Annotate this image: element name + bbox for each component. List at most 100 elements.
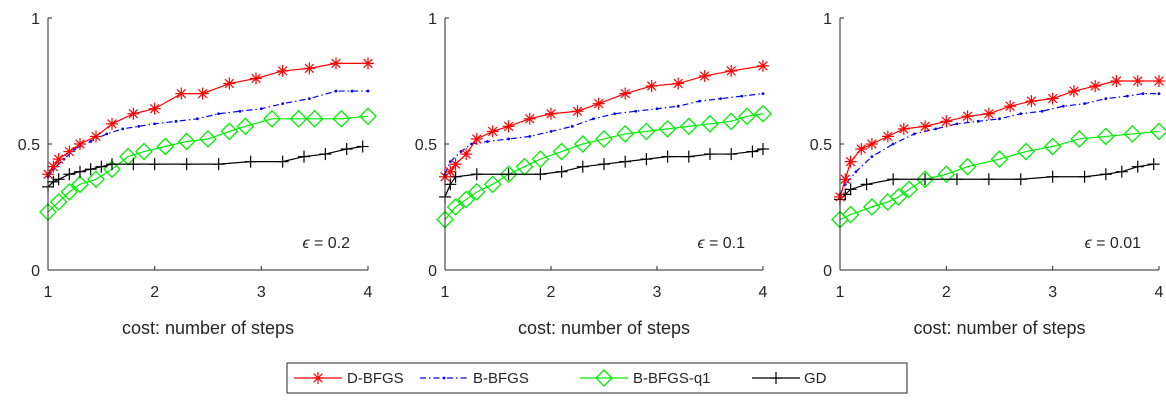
series-b-bfgs-q1-line xyxy=(47,115,369,213)
series-gd-point xyxy=(725,148,738,161)
x-tick-label: 4 xyxy=(364,284,373,301)
x-tick-label: 3 xyxy=(653,284,662,301)
series-gd-point xyxy=(276,155,289,168)
series-d-bfgs-point-stroke xyxy=(445,166,456,177)
x-tick-label: 3 xyxy=(257,284,266,301)
series-b-bfgs-point xyxy=(955,122,959,126)
series-d-bfgs-point-stroke xyxy=(363,58,373,69)
legend-entry-d-bfgs: D-BFGS xyxy=(294,370,404,387)
series-b-bfgs-q1-point xyxy=(305,109,324,128)
series-gd-point xyxy=(844,183,857,196)
series-d-bfgs xyxy=(42,57,374,181)
series-b-bfgs-q1 xyxy=(39,107,377,221)
series-gd-point xyxy=(84,163,97,176)
series-d-bfgs-point-stroke xyxy=(197,88,208,99)
series-gd-point xyxy=(1046,170,1059,183)
series-d-bfgs-point xyxy=(698,69,711,82)
series-gd-point xyxy=(746,145,759,158)
series-gd-point xyxy=(860,178,873,191)
series-b-bfgs-point xyxy=(1083,102,1086,106)
legend: D-BFGS B-BFGS B-BFGS-q1 GD xyxy=(286,362,908,394)
legend-entry-b-bfgs-marker xyxy=(442,376,446,380)
series-d-bfgs-point xyxy=(592,97,605,110)
series-b-bfgs-q1-point xyxy=(916,170,934,189)
series-b-bfgs-point xyxy=(137,124,141,128)
series-d-bfgs-point xyxy=(223,77,236,90)
series-b-bfgs-q1-point xyxy=(1070,130,1089,148)
series-d-bfgs-point-stroke xyxy=(487,126,498,137)
series-b-bfgs-q1-point xyxy=(900,180,919,199)
x-tick-label: 3 xyxy=(1048,284,1057,301)
series-d-bfgs-point-stroke xyxy=(91,131,101,142)
series-d-bfgs-point xyxy=(90,130,102,143)
series-b-bfgs-q1-point xyxy=(889,188,908,206)
legend-entry-b-bfgs-q1-label: B-BFGS-q1 xyxy=(633,370,711,387)
series-d-bfgs-point xyxy=(839,173,852,186)
series-b-bfgs-point xyxy=(998,117,1001,121)
series-b-bfgs-q1-point xyxy=(483,175,502,194)
series-gd-point xyxy=(319,148,332,161)
series-d-bfgs-point xyxy=(725,64,738,77)
series-gd-point xyxy=(63,168,76,181)
series-b-bfgs-point xyxy=(1104,97,1108,101)
series-b-bfgs-q1-point xyxy=(841,205,860,224)
series-b-bfgs-point xyxy=(528,135,532,138)
series-d-bfgs-point xyxy=(1025,95,1038,108)
series-gd-point xyxy=(534,168,547,181)
series-b-bfgs-q1-point xyxy=(499,165,518,184)
series-b-bfgs-point xyxy=(366,89,370,93)
series-b-bfgs-q1-point xyxy=(1123,125,1142,143)
series-d-bfgs-point-stroke xyxy=(646,81,657,91)
series-d-bfgs-point-stroke xyxy=(149,103,160,114)
series-b-bfgs xyxy=(443,92,765,176)
y-tick-label: 0 xyxy=(428,263,437,280)
series-b-bfgs-point xyxy=(1040,109,1044,113)
series-gd-point xyxy=(887,173,900,186)
series-d-bfgs-point-stroke xyxy=(64,146,75,157)
series-d-bfgs-point-stroke xyxy=(304,63,315,74)
series-b-bfgs-point xyxy=(976,119,980,123)
legend-entry-d-bfgs-marker-stroke xyxy=(313,373,323,383)
series-b-bfgs-q1-point xyxy=(722,112,741,131)
series-gd-point xyxy=(1131,160,1144,173)
series-b-bfgs-point xyxy=(1125,94,1129,98)
legend-entry-b-bfgs-q1: B-BFGS-q1 xyxy=(580,369,711,387)
series-d-bfgs-point xyxy=(865,138,878,150)
series-d-bfgs-point xyxy=(523,112,536,125)
series-d-bfgs-point-stroke xyxy=(224,78,235,89)
series-d-bfgs-point xyxy=(855,143,868,156)
x-tick-label: 2 xyxy=(942,284,951,301)
series-gd xyxy=(42,140,369,193)
series-d-bfgs-point xyxy=(362,57,374,70)
series-b-bfgs-q1-point xyxy=(457,190,476,209)
series-b-bfgs-point xyxy=(1019,112,1023,116)
y-tick-label: 0.5 xyxy=(810,137,832,154)
series-gd-point xyxy=(640,153,653,166)
series-d-bfgs-point xyxy=(619,87,632,100)
series-b-bfgs-q1-point xyxy=(552,142,571,161)
series-gd-point xyxy=(757,143,769,156)
legend-entry-b-bfgs-q1-marker xyxy=(595,369,613,387)
series-d-bfgs-point xyxy=(645,80,658,93)
series-d-bfgs-point-stroke xyxy=(867,139,877,149)
series-gd-line xyxy=(47,145,363,188)
series-d-bfgs-point xyxy=(1046,92,1059,105)
y-tick-label: 0.5 xyxy=(18,137,40,154)
y-tick-label: 0 xyxy=(31,263,40,280)
series-b-bfgs-q1-point xyxy=(1096,127,1115,146)
series-b-bfgs-q1 xyxy=(436,104,772,229)
series-d-bfgs-point xyxy=(919,120,932,133)
series-gd-point xyxy=(47,175,60,188)
series-d-bfgs-point-stroke xyxy=(525,114,535,124)
series-gd-point xyxy=(180,158,193,171)
epsilon-annotation: ϵ = 0.2 xyxy=(302,235,350,252)
series-d-bfgs-point xyxy=(196,87,209,100)
series-gd-point xyxy=(340,143,353,156)
series-gd-point xyxy=(127,158,140,171)
series-d-bfgs-point-stroke xyxy=(1111,76,1122,86)
series-b-bfgs-q1-point xyxy=(135,142,153,161)
series-b-bfgs-line xyxy=(839,92,1159,195)
series-d-bfgs-point xyxy=(961,110,974,123)
series-b-bfgs-q1-point xyxy=(679,117,698,136)
